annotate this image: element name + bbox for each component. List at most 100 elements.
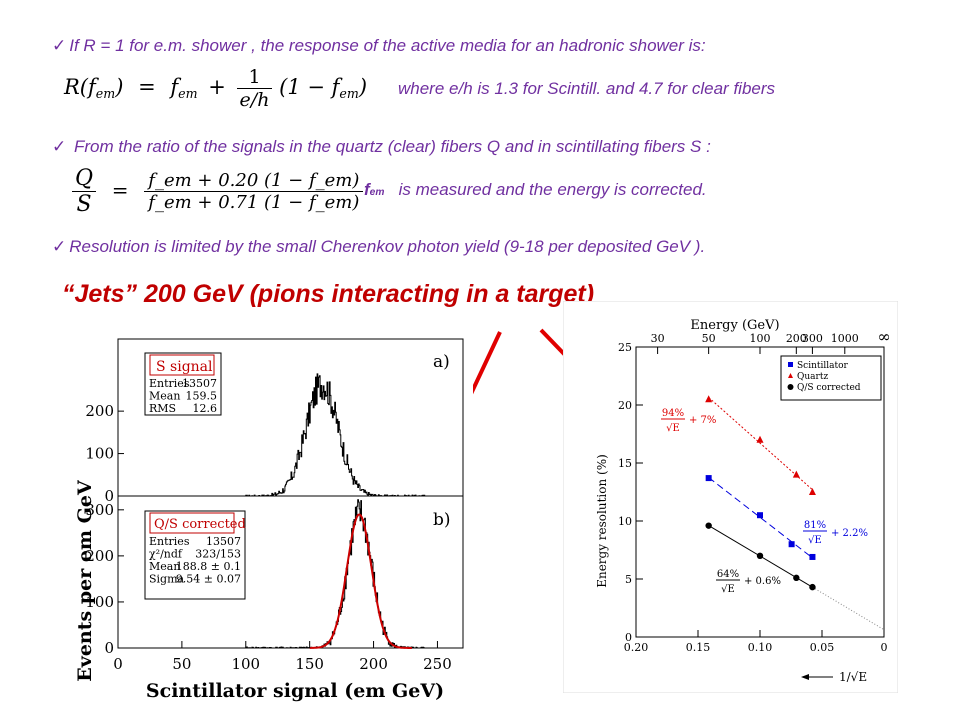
hist-ytick-label: 0 [104,639,114,657]
res-xtick-label: 0.15 [686,641,711,654]
svg-text:+ 2.2%: + 2.2% [831,528,868,539]
fit-qs: 64% √E + 0.6% [716,569,781,595]
res-top-tick-label: 300 [802,332,823,345]
res-ytick-label: 15 [618,457,632,470]
legend-scint: Scintillator [797,361,849,371]
res-xtick-label: 0.10 [748,641,773,654]
fit-quartz: 94% √E + 7% [661,408,716,434]
resolution-figure: Energy (GeV) Energy resolution (%) 0 5 10 1… [563,301,898,693]
hist-xtick-label: 100 [231,655,260,673]
point-quartz [705,395,713,403]
hist-ytick-label: 100 [85,593,114,611]
stats-value: 9.54 ± 0.07 [176,573,241,586]
res-ylabel: Energy resolution (%) [595,454,609,588]
stats-key: χ²/ndf [149,548,183,561]
svg-text:+ 0.6%: + 0.6% [744,576,781,587]
panel-b-label: b) [433,510,451,530]
panel-a-label: a) [433,352,450,372]
fit-line [708,397,813,491]
formula-response: R(fem) = fem + 1 e/h (1 − fem) [64,66,368,111]
stats-key: Mean [149,560,180,573]
panel-b-legend-title: Q/S corrected [154,517,246,532]
stats-value: 159.5 [186,390,218,403]
stats-value: 323/153 [195,548,241,561]
panel-a-legend-title-box [149,354,215,376]
point-qs-corrected [756,552,764,559]
res-top-axis-label: Energy (GeV) [690,318,779,333]
res-xtick-label: 0.20 [624,641,649,654]
svg-text:√E: √E [721,584,735,595]
svg-text:+ 7%: + 7% [689,415,716,426]
svg-text:64%: 64% [717,569,739,580]
stats-key: Entries [149,377,190,390]
fit-scint: 81% √E + 2.2% [803,520,868,546]
stats-value: 13507 [182,377,217,390]
checkmark-icon: ✓ [52,137,67,156]
res-xtick-label: 0 [881,641,888,654]
svg-text:94%: 94% [662,408,684,419]
point-qs-corrected [705,522,712,529]
checkmark-icon: ✓ [52,237,67,256]
bullet-1: ✓ If R = 1 for e.m. shower , the response… [52,36,706,56]
res-top-tick-label: 200 [786,332,807,345]
res-ytick-label: 10 [618,515,632,528]
legend-quartz: Quartz [797,372,828,382]
stats-key: RMS [149,402,176,415]
res-legend [780,355,882,401]
bullet-1-text: If R = 1 for e.m. shower , the response … [69,36,706,55]
hist-ytick-label: 300 [85,501,114,519]
headline: “Jets” 200 GeV (pions interacting in a t… [62,280,595,308]
panel-b-legend-title-box [149,512,235,534]
bullet-2-text: From the ratio of the signals in the qua… [73,137,711,156]
fit-extrapolation [812,586,885,631]
bullet-2-note: fem is measured and the energy is correc… [364,180,707,199]
bullet-1-note: where e/h is 1.3 for Scintill. and 4.7 f… [398,79,776,98]
res-top-tick-label: ∞ [877,327,890,346]
bullet-3: ✓ Resolution is limited by the small Cher… [52,237,705,257]
legend-qs: Q/S corrected [797,383,861,393]
hist-xtick-label: 200 [359,655,388,673]
svg-text:81%: 81% [804,520,826,531]
checkmark-icon: ✓ [52,36,67,55]
hist-xtick-label: 0 [113,655,123,673]
stats-value: 188.8 ± 0.1 [176,560,241,573]
res-top-tick-label: 1000 [831,332,859,345]
point-scintillator [705,475,712,482]
res-top-tick-label: 30 [651,332,665,345]
bullet-2: ✓ From the ratio of the signals in the q… [52,137,711,157]
res-ytick-label: 20 [618,399,632,412]
svg-text:√E: √E [808,535,822,546]
hist-ytick-label: 0 [104,487,114,505]
hist-xtick-label: 150 [295,655,324,673]
stats-value: 12.6 [193,402,218,415]
stats-value: 13507 [206,535,241,548]
bullet-3-text: Resolution is limited by the small Chere… [69,237,706,256]
point-scintillator [809,553,816,560]
point-quartz [808,488,816,495]
legend-marker-quartz [788,373,793,378]
res-xlabel: 1/√E [839,670,867,684]
res-ytick-label: 25 [618,341,632,354]
point-quartz [792,470,800,478]
point-quartz [756,435,764,443]
hist-ytick-label: 200 [85,547,114,565]
hist-ytick-label: 100 [85,445,114,463]
point-scintillator [757,512,763,519]
hist-xtick-label: 250 [423,655,452,673]
point-qs-corrected [793,574,800,582]
gaussian-fit [309,513,412,649]
histogram-figure: Events per em GeV Scintillator signal (e… [63,331,473,703]
res-top-tick-label: 100 [750,332,771,345]
hist-ylabel: Events per em GeV [74,479,96,682]
legend-marker-qs [787,384,794,390]
point-qs-corrected [809,583,816,591]
panel-a-legend-title: S signal [156,359,213,375]
res-top-tick-label: 50 [702,332,716,345]
point-scintillator [788,541,795,548]
stats-key: Entries [149,535,190,548]
res-xtick-label: 0.05 [810,641,835,654]
hist-xlabel: Scintillator signal (em GeV) [146,680,444,702]
res-ytick-label: 0 [625,631,632,644]
stats-key: Mean [149,390,180,403]
